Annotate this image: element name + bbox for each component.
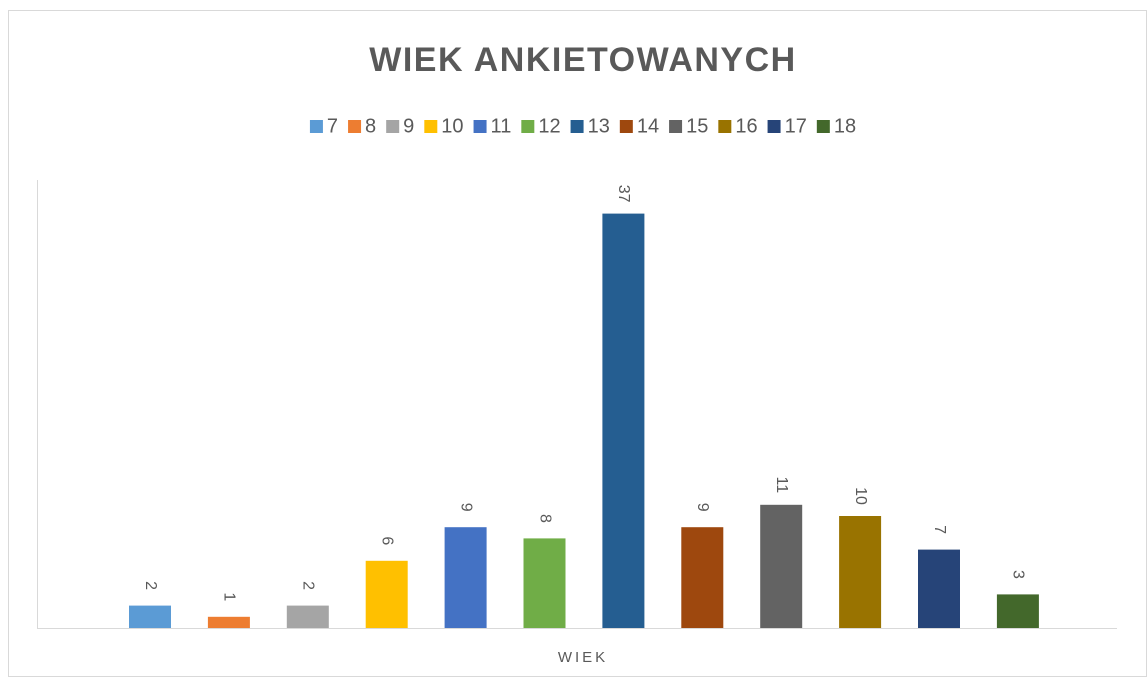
bar: [996, 594, 1039, 628]
data-label: 2: [142, 581, 159, 590]
data-label: 9: [457, 503, 474, 512]
legend-label: 7: [327, 115, 338, 137]
legend-label: 15: [686, 115, 708, 137]
legend-swatch: [619, 120, 633, 133]
data-label: 6: [378, 536, 395, 545]
bar: [129, 605, 171, 628]
bar: [286, 605, 329, 628]
legend-label: 11: [491, 115, 512, 137]
data-label: 11: [773, 476, 790, 493]
legend-label: 8: [365, 115, 376, 137]
legend-swatch: [718, 120, 732, 133]
chart-title: WIEK ANKIETOWANYCH: [369, 41, 796, 79]
legend-label: 18: [834, 115, 856, 137]
legend-label: 10: [441, 115, 463, 137]
bar: [207, 616, 250, 628]
bar: [760, 504, 803, 628]
data-label: 10: [852, 487, 869, 505]
legend-swatch: [669, 120, 683, 133]
legend-label: 13: [588, 115, 610, 137]
bar: [918, 549, 960, 628]
legend-swatch: [816, 120, 830, 133]
legend-swatch: [348, 120, 362, 133]
data-label: 8: [536, 514, 553, 523]
legend-swatch: [521, 120, 535, 133]
legend: 7 8 9 10 11 12 13 14 15 16 17 18: [309, 115, 856, 137]
data-label: 7: [931, 525, 948, 534]
bar: [444, 527, 487, 628]
legend-swatch: [473, 120, 487, 133]
data-label: 37: [615, 185, 632, 203]
legend-label: 14: [637, 115, 659, 137]
bar: [523, 538, 566, 628]
legend-swatch: [424, 120, 438, 133]
legend-label: 16: [735, 115, 757, 137]
bar: [602, 213, 645, 628]
legend-label: 12: [538, 115, 560, 137]
data-label: 3: [1010, 570, 1027, 579]
legend-label: 9: [403, 115, 414, 137]
legend-swatch: [767, 120, 781, 133]
chart-frame: [8, 10, 1147, 677]
data-label: 2: [300, 581, 317, 590]
legend-swatch: [570, 120, 584, 133]
bar: [681, 527, 724, 628]
legend-label: 17: [785, 115, 807, 137]
legend-swatch: [309, 120, 323, 133]
data-label: 9: [694, 503, 711, 512]
bar: [365, 560, 408, 628]
bar: [839, 516, 882, 628]
x-category-label: WIEK: [558, 649, 608, 666]
legend-swatch: [386, 120, 400, 133]
data-label: 1: [221, 592, 238, 601]
